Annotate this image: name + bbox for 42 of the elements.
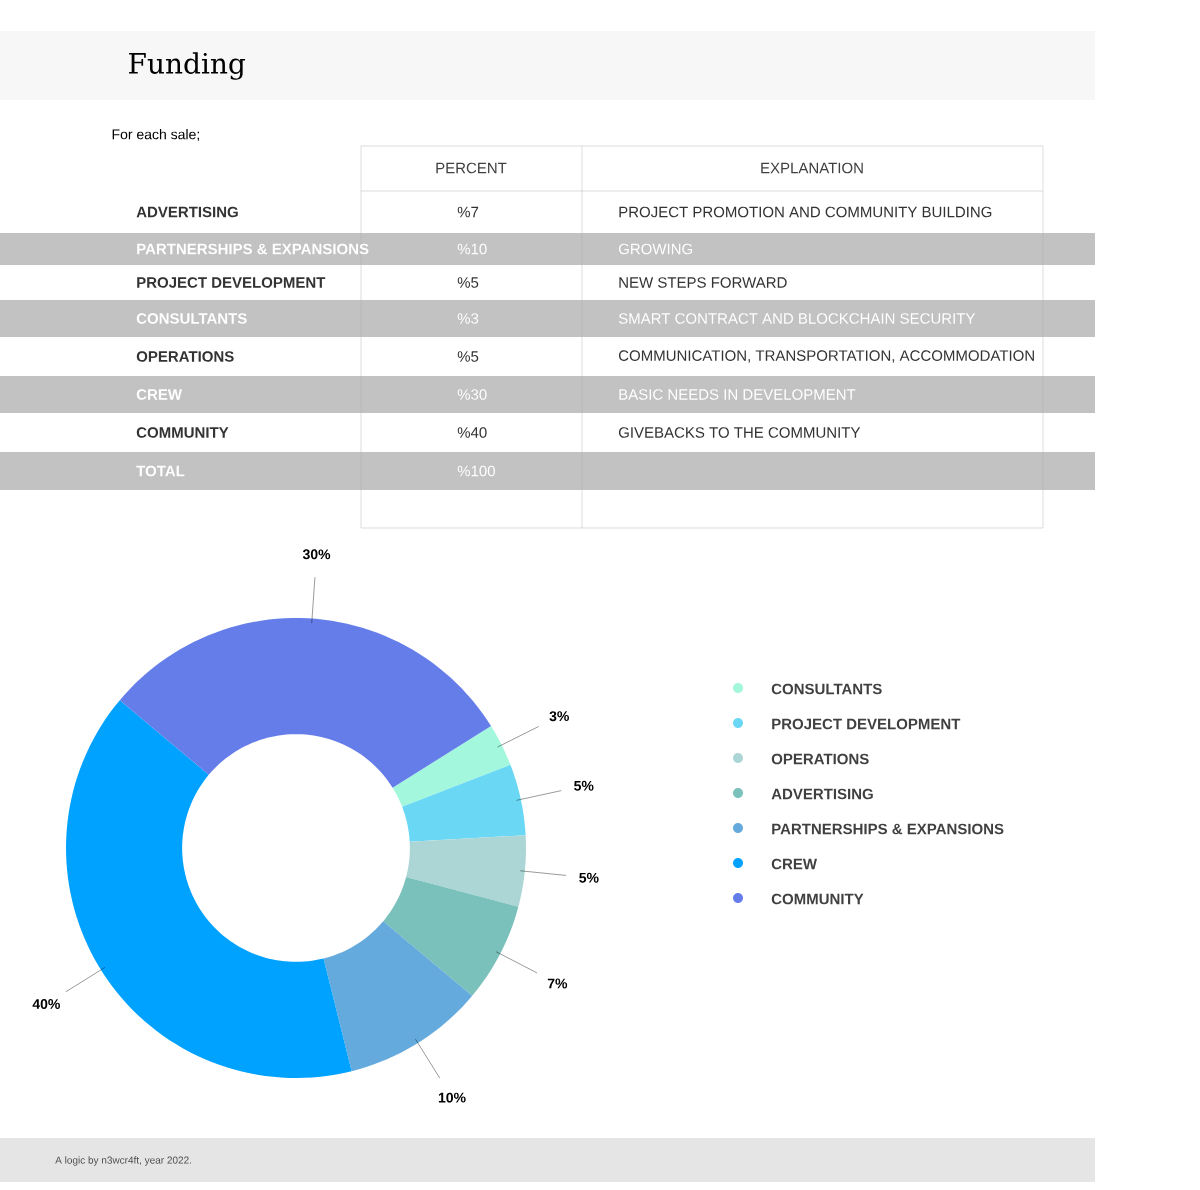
chart-title: Funding [129,52,246,80]
text: COMMUNICATION, TRANSPORTATION, ACCOMMODATION [618,350,1034,363]
text: GROWING [618,243,693,255]
text: COMMUNITY [136,427,229,438]
legend-label: CONSULTANTS [771,683,882,695]
legend-label: PROJECT DEVELOPMENT [772,718,961,730]
data-label: 40% [32,999,60,1009]
text: %30 [457,389,487,400]
text: ADVERTISING [136,206,238,218]
text: %3 [457,313,479,324]
text: PROJECT PROMOTION AND COMMUNITY BUILDING [619,206,992,218]
text: SMART CONTRACT AND BLOCKCHAIN SECURITY [618,313,976,324]
legend-label: CREW [771,858,817,870]
text: %7 [457,206,479,218]
data-label: 30% [302,549,331,560]
legend-label: PARTNERSHIPS & EXPANSIONS [772,823,1004,835]
data-label: 5% [579,872,599,883]
text: CONSULTANTS [136,313,247,324]
data-label: 3% [549,711,569,722]
text: PERCENT [436,162,507,174]
text: %10 [457,243,487,255]
text: %100 [457,465,495,477]
text: %5 [457,277,479,288]
chart-subtitle: For each sale; [112,129,199,141]
legend-label: COMMUNITY [771,893,864,905]
text: NEW STEPS FORWARD [619,277,787,288]
legend-label: OPERATIONS [771,753,869,765]
text: TOTAL [136,465,185,477]
text: EXPLANATION [761,162,863,174]
data-label: 5% [574,780,594,791]
text: PROJECT DEVELOPMENT [137,277,326,288]
text: BASIC NEEDS IN DEVELOPMENT [619,389,856,400]
data-label: 7% [547,978,568,989]
legend-label: ADVERTISING [771,788,873,800]
text: PARTNERSHIPS & EXPANSIONS [137,243,369,255]
text: CREW [136,389,182,400]
data-label: 10% [438,1092,466,1103]
text: %40 [457,427,487,438]
text: A logic by n3wcr4ft, year 2022. [55,1156,192,1166]
text: OPERATIONS [136,351,234,362]
text: GIVEBACKS TO THE COMMUNITY [618,427,861,438]
text: %5 [457,351,479,362]
